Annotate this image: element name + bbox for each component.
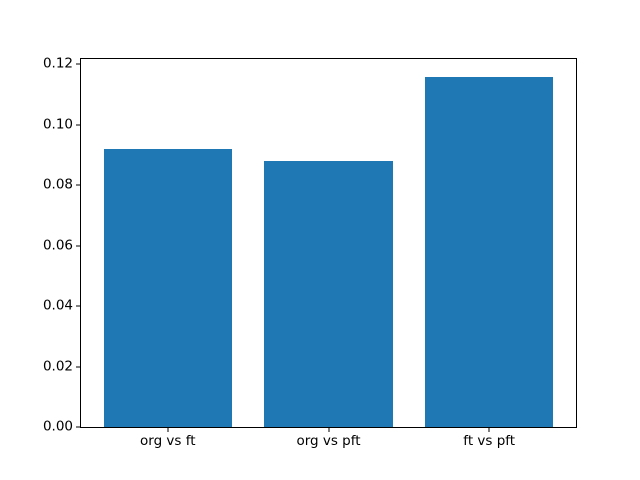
y-tick — [76, 305, 80, 307]
y-tick-label: 0.06 — [42, 236, 73, 253]
bar-2 — [264, 161, 393, 427]
x-tick — [488, 428, 490, 432]
y-tick-label: 0.08 — [42, 176, 73, 193]
y-tick — [76, 245, 80, 247]
x-tick — [167, 428, 169, 432]
y-tick-label: 0.10 — [42, 116, 73, 133]
x-tick-label: org vs pft — [296, 433, 361, 449]
plot-area: org vs ft org vs pft ft vs pft 0.00 0.02 0.04… — [43, 57, 577, 448]
y-tick-label: 0.12 — [42, 55, 73, 72]
y-tick — [76, 426, 80, 428]
y-tick — [76, 184, 80, 186]
y-tick-label: 0.00 — [42, 418, 73, 435]
y-tick — [76, 124, 80, 126]
x-tick-label: org vs ft — [140, 433, 196, 449]
y-tick — [76, 366, 80, 368]
bar-1 — [103, 149, 233, 427]
y-tick-label: 0.04 — [42, 297, 73, 314]
x-tick-label: ft vs pft — [463, 433, 516, 449]
bar-3 — [424, 76, 554, 427]
y-tick — [76, 63, 80, 65]
y-tick-label: 0.02 — [42, 357, 73, 374]
x-tick — [328, 428, 329, 432]
